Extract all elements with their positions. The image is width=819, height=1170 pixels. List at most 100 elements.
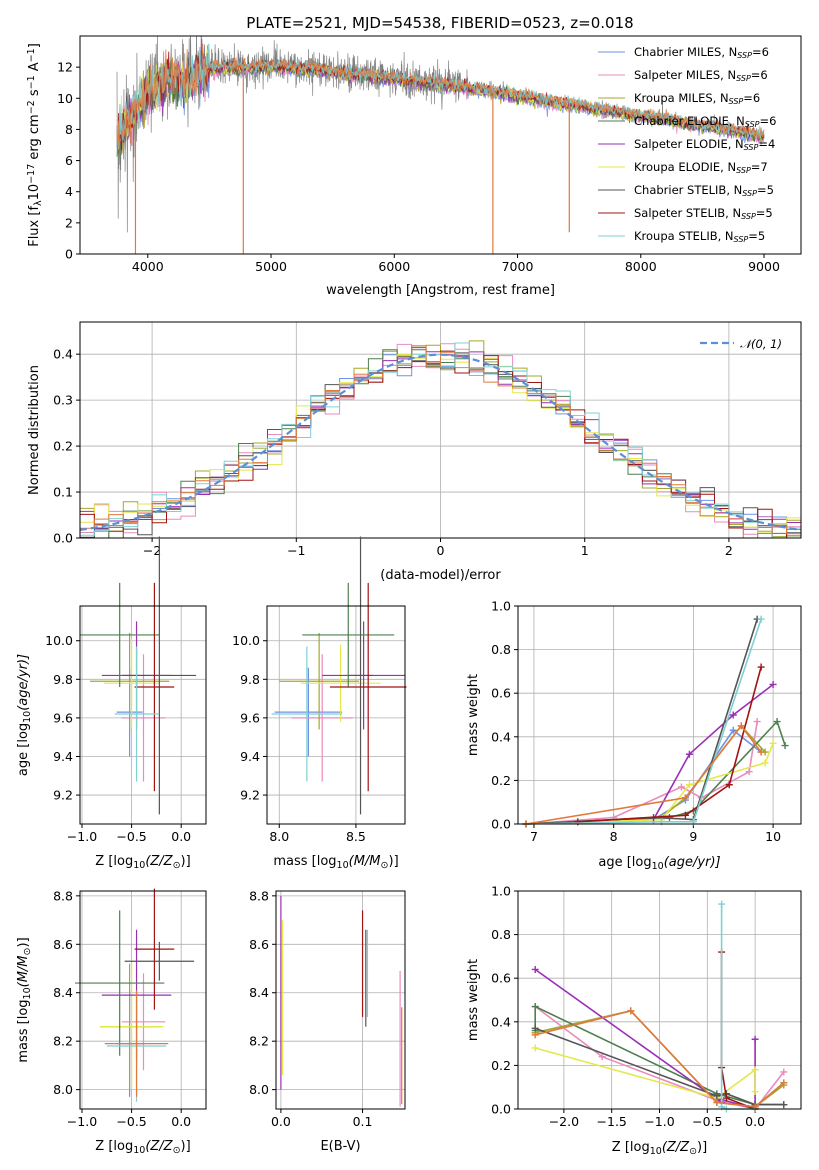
x-axis-label: E(B-V) — [320, 1139, 360, 1154]
residuals-panel: −2 −1 0 1 2 0.0 0.1 0.2 0.3 0.4 (data-model)/error… — [27, 321, 802, 583]
tick-label-y: 0.4 — [53, 347, 73, 362]
series-line — [720, 952, 756, 1110]
age-vs-mass-panel: 8.0 8.5 9.2 9.4 9.6 9.8 10.0 mass [log10(M/M⊙)] — [232, 536, 407, 871]
series-line — [525, 618, 762, 825]
data-point-marker — [737, 722, 745, 730]
model-spectrum-line — [116, 43, 765, 156]
tick-label-x: −1.0 — [67, 829, 97, 844]
tick-label-x: −0.5 — [116, 1114, 146, 1129]
y-axis-label-part: ] — [27, 43, 42, 48]
data-point-marker — [761, 759, 769, 767]
data-point-marker — [780, 1079, 788, 1087]
data-point-marker — [769, 680, 777, 688]
legend-subscript: SSP — [729, 97, 744, 106]
tick-label-y: 9.8 — [53, 672, 73, 687]
y-axis-label-part: 10 — [22, 987, 33, 999]
tick-label-x: 7000 — [502, 259, 534, 274]
mass-vs-extinction-panel: 0.0 0.1 8.0 8.2 8.4 8.6 8.8 E(B-V) — [249, 888, 406, 1154]
axes-frame — [79, 890, 207, 1110]
y-axis-label-part: (M/M — [16, 955, 31, 987]
y-axis-label-part: (age/yr)] — [16, 654, 31, 711]
series-line — [577, 666, 762, 823]
legend-subscript: SSP — [736, 166, 751, 175]
x-axis-label-part: )] — [389, 854, 399, 869]
legend-entry: Salpeter ELODIE, NSSP=4 — [634, 137, 775, 152]
y-axis-label-part: 10 — [22, 711, 33, 723]
tick-label-y: 0.8 — [491, 927, 511, 942]
data-point-marker — [685, 750, 693, 758]
data-point-marker — [531, 1031, 539, 1039]
tick-label-x: 8.0 — [269, 829, 289, 844]
legend-count: =4 — [758, 137, 775, 151]
y-axis-label-part: −1 — [26, 75, 37, 89]
data-point-marker — [751, 1066, 759, 1074]
tick-label-y: 8.6 — [249, 937, 269, 952]
data-point-marker — [713, 1092, 721, 1100]
tick-label-y: 10 — [57, 91, 73, 106]
data-point-marker — [780, 1101, 788, 1109]
tick-label-y: 0.2 — [491, 773, 511, 788]
data-point-marker — [757, 663, 765, 671]
tick-label-y: 9.4 — [240, 749, 260, 764]
legend-entry: Chabrier STELIB, NSSP=5 — [634, 183, 774, 198]
tick-label-x: 8 — [610, 829, 618, 844]
tick-label-x: 1 — [581, 543, 589, 558]
data-point-marker — [713, 1098, 721, 1106]
tick-label-y: 0 — [65, 247, 73, 262]
data-point-marker — [531, 1024, 539, 1032]
legend-entry: Salpeter MILES, NSSP=6 — [634, 68, 768, 83]
tick-label-y: 0.0 — [491, 1102, 511, 1117]
data-point-marker — [531, 1003, 539, 1011]
tick-label-x: −0.5 — [116, 829, 146, 844]
y-axis-label: Flux [fλ10−17 erg cm−2 s−1 A−1] — [26, 43, 44, 247]
tick-label-y: 8.6 — [53, 937, 73, 952]
x-axis-label-part: (Z/Z — [145, 1139, 173, 1154]
legend-subscript: SSP — [744, 143, 759, 152]
x-axis-label-part: ⊙ — [381, 860, 389, 871]
legend-text: Kroupa ELODIE, N — [634, 160, 736, 174]
series-line — [534, 1047, 756, 1099]
x-axis-label-part: (age/yr)] — [664, 855, 721, 870]
data-point-marker — [757, 748, 765, 756]
tick-label-y: 0.0 — [491, 817, 511, 832]
y-axis-label-part: −2 — [26, 100, 37, 114]
data-point-marker — [781, 742, 789, 750]
tick-label-y: 8.2 — [249, 1034, 269, 1049]
legend-count: =7 — [751, 160, 768, 174]
tick-label-x: −1.5 — [597, 1114, 627, 1129]
tick-label-x: 0.0 — [171, 829, 191, 844]
axes-frame — [266, 605, 406, 825]
legend-subscript: SSP — [742, 189, 757, 198]
x-axis-label-part: 10 — [133, 1145, 145, 1156]
legend-count: =5 — [756, 206, 773, 220]
legend-subscript: SSP — [745, 120, 760, 129]
tick-label-x: −2 — [143, 543, 161, 558]
x-axis-label-part: (M/M — [349, 854, 381, 869]
tick-label-x: 9 — [689, 829, 697, 844]
axes-frame — [517, 605, 802, 825]
mass-weight-vs-metallicity-panel: −2.0 −1.5 −1.0 −0.5 0.0 0.0 0.2 0.4 0.6 0.8 1.0 Z [… — [466, 884, 802, 1157]
tick-label-x: −1.0 — [644, 1114, 674, 1129]
series-line — [525, 721, 758, 825]
y-axis-label-part: −1 — [26, 48, 37, 62]
x-axis-label-part: 10 — [652, 861, 664, 872]
axes-frame — [79, 321, 802, 539]
tick-label-x: 9000 — [748, 259, 780, 274]
data-point-marker — [729, 711, 737, 719]
x-axis-label: Z [log10(Z/Z⊙)] — [95, 1139, 190, 1156]
model-spectrum-line — [116, 43, 765, 150]
y-axis-label-part: ⊙ — [22, 948, 33, 956]
x-axis-label: Z [log10(Z/Z⊙)] — [612, 1140, 707, 1157]
legend-subscript: SSP — [734, 235, 749, 244]
y-axis-label-part: s — [27, 89, 42, 100]
x-axis-label-part: ⊙ — [689, 1146, 697, 1157]
data-point-marker — [677, 783, 685, 791]
data-point-marker — [531, 1044, 539, 1052]
data-point-marker — [753, 718, 761, 726]
x-axis-label-part: mass [log — [273, 854, 336, 869]
mass-vs-metallicity-panel: −1.0 −0.5 0.08.08.28.48.68.8Z [log10(Z/Z⊙)… — [16, 888, 207, 1156]
tick-label-y: 6 — [65, 153, 73, 168]
age-vs-metallicity-panel: −1.0 −0.5 0.09.29.49.69.810.0Z [log10(Z/Z⊙… — [16, 536, 207, 871]
tick-label-y: 8.2 — [53, 1034, 73, 1049]
legend-count: =5 — [748, 229, 765, 243]
